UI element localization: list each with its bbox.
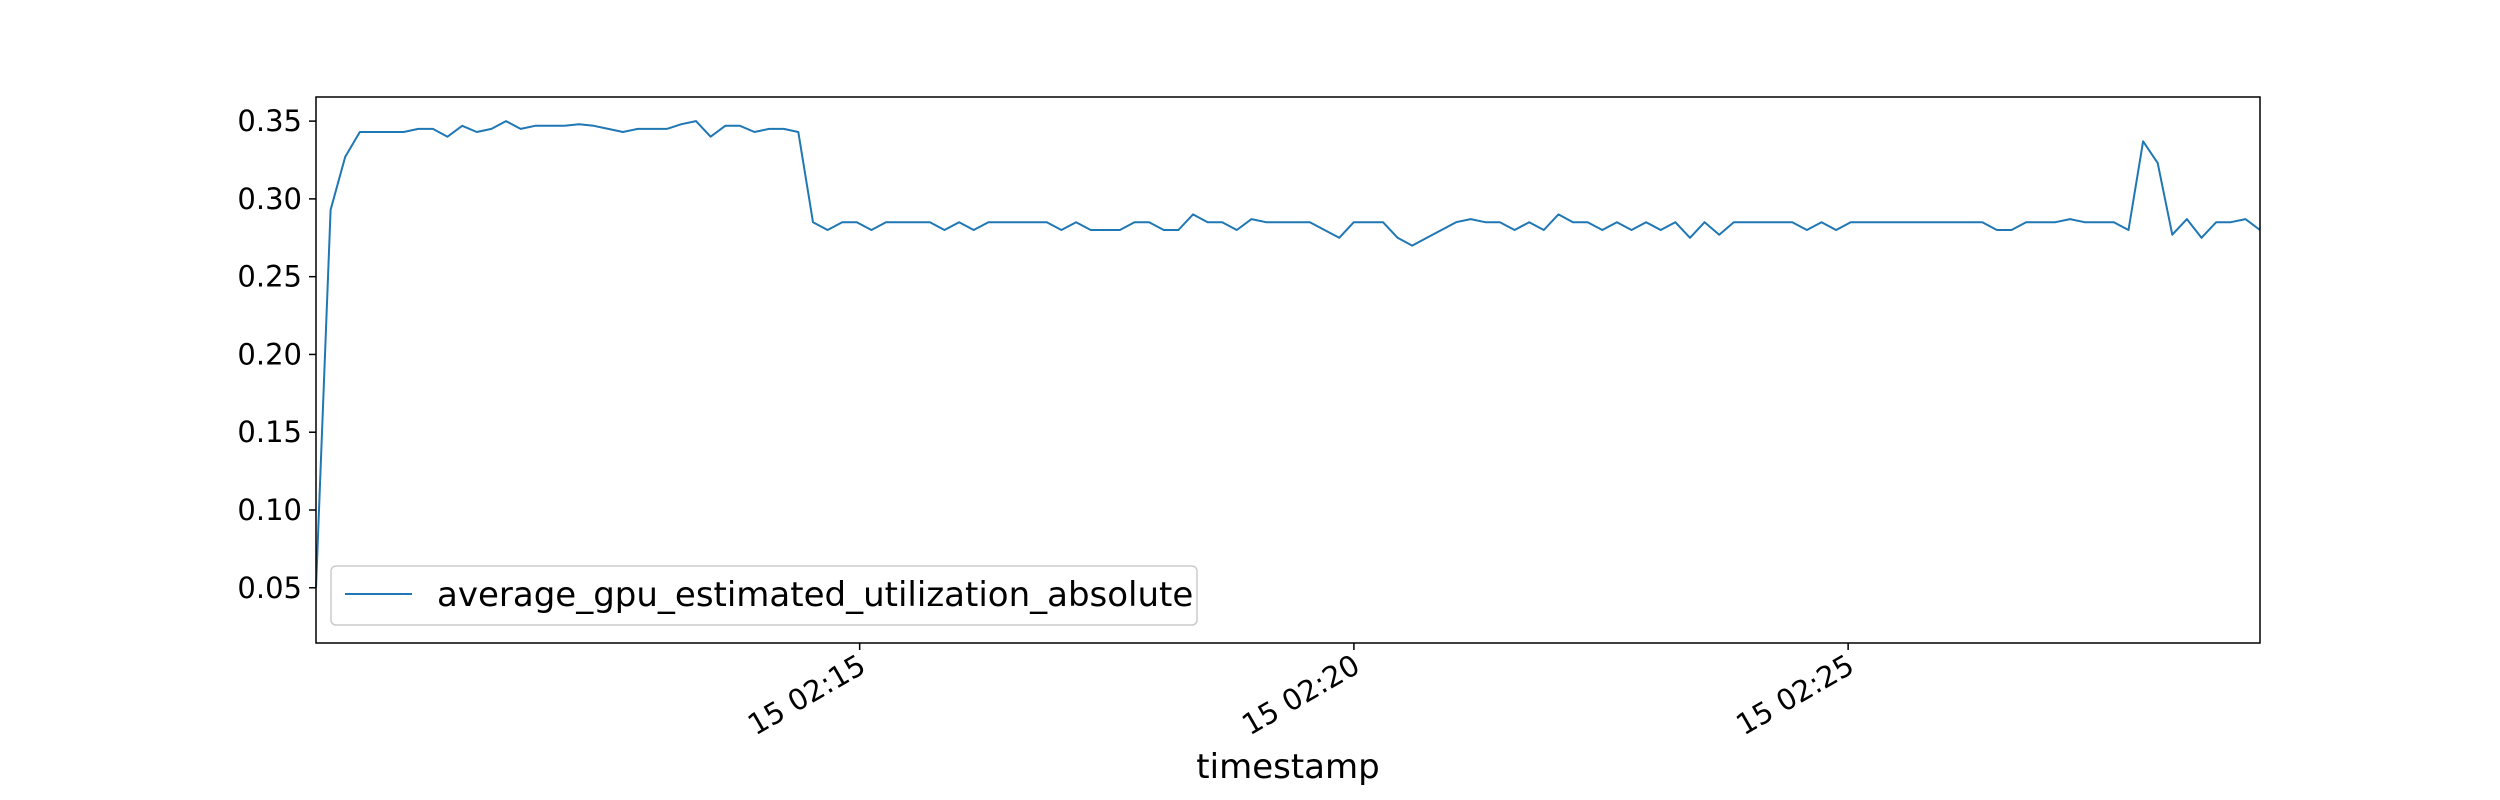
legend-box <box>330 565 1198 626</box>
plot-area-background <box>316 97 2260 643</box>
x-axis: 15 02:15 15 02:20 15 02:25 <box>742 643 1860 742</box>
legend: average_gpu_estimated_utilization_absolu… <box>330 565 1198 626</box>
y-axis: 0.05 0.10 0.15 0.20 0.25 0.30 0.35 <box>237 104 316 605</box>
y-tick-label: 0.05 <box>237 571 302 605</box>
y-tick-label: 0.10 <box>237 493 302 527</box>
data-line <box>315 120 2261 588</box>
x-tick-label: 15 02:20 <box>1236 648 1365 742</box>
y-tick-label: 0.15 <box>237 415 302 449</box>
y-tick-label: 0.20 <box>237 337 302 371</box>
legend-label: average_gpu_estimated_utilization_absolu… <box>437 575 1193 615</box>
y-tick-label: 0.35 <box>237 104 302 138</box>
y-tick-label: 0.25 <box>237 260 302 294</box>
x-tick-label: 15 02:15 <box>742 648 871 742</box>
y-tick-label: 0.30 <box>237 182 302 216</box>
x-axis-label: timestamp <box>1196 747 1379 787</box>
x-tick-label: 15 02:25 <box>1730 648 1859 742</box>
plot-area-frame <box>315 96 2261 644</box>
